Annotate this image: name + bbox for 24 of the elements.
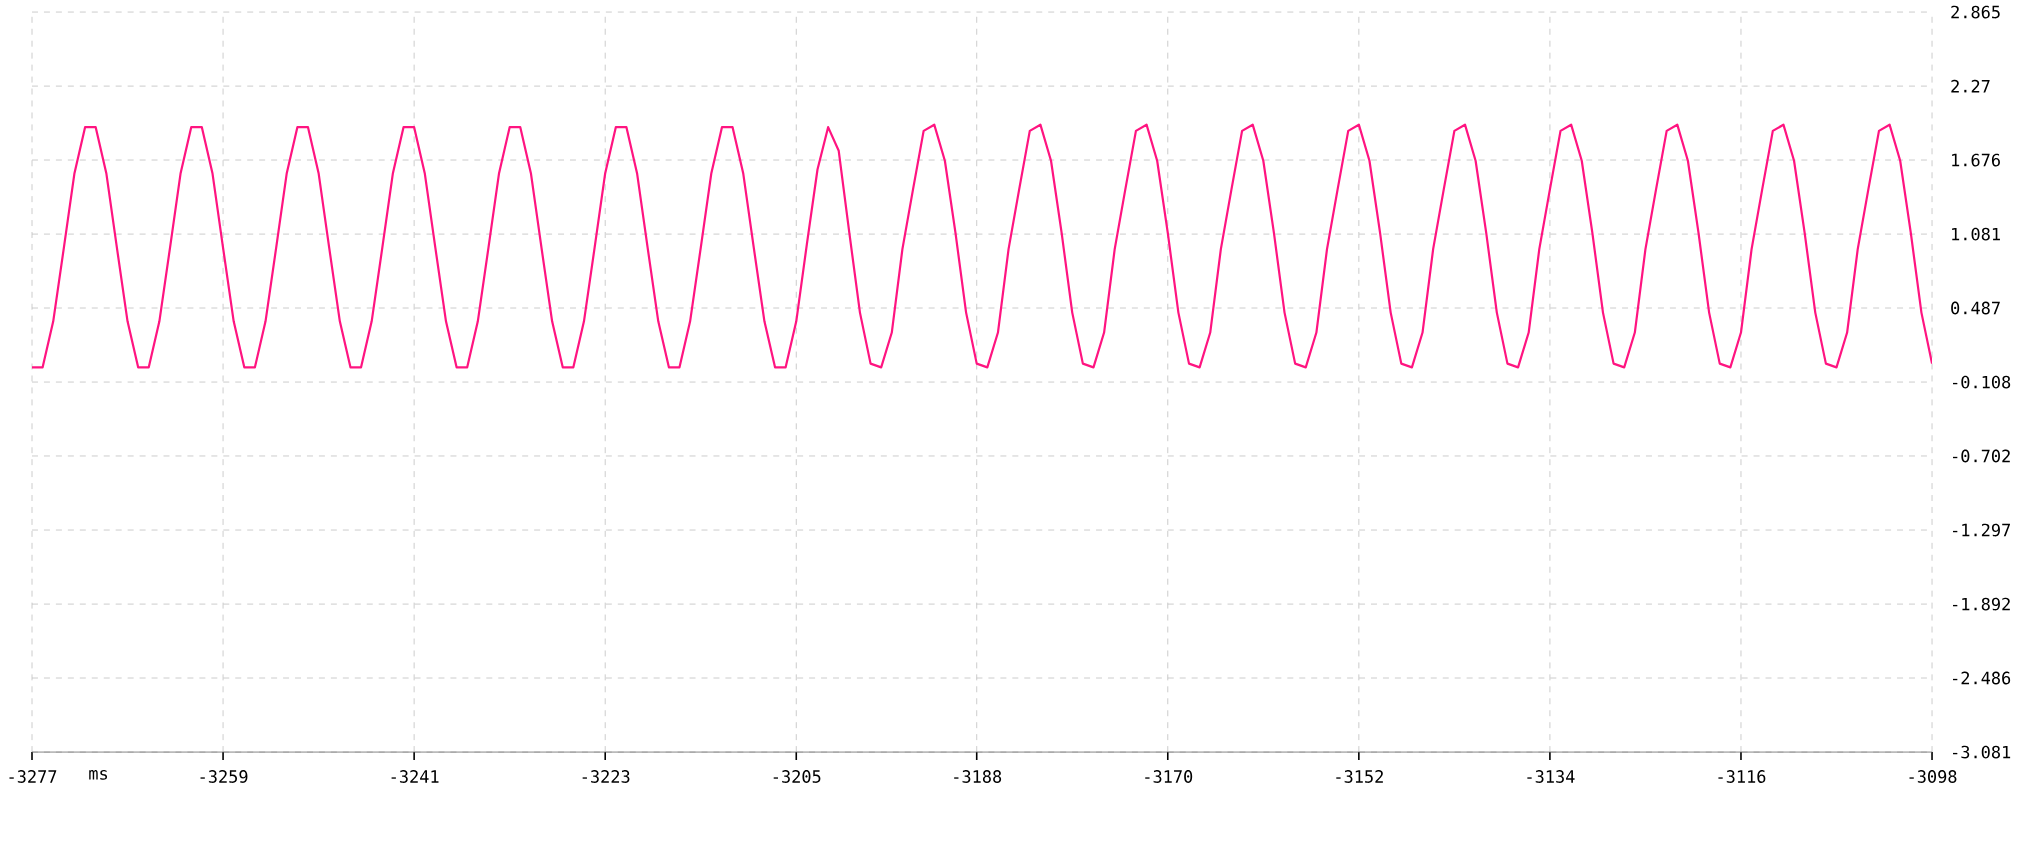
- x-tick-label: -3259: [200, 770, 248, 783]
- y-tick-label: 2.27: [1951, 79, 1990, 93]
- x-tick-label: -3170: [1145, 770, 1193, 783]
- y-tick-label: -2.486: [1953, 671, 2011, 685]
- y-tick-label: -1.892: [1953, 597, 2010, 611]
- x-tick-label: -3098: [1909, 770, 1957, 783]
- x-tick-label: -3277: [9, 770, 57, 783]
- y-tick-label: 2.865: [1951, 5, 2000, 19]
- y-tick-label: 0.487: [1951, 301, 2000, 315]
- y-tick-label: -3.081: [1953, 745, 2011, 759]
- x-tick-label: -3152: [1336, 770, 1383, 783]
- line-series: [32, 123, 1933, 369]
- y-tick-label: 1.081: [1952, 227, 2000, 241]
- y-tick-label: -1.297: [1953, 523, 2010, 537]
- x-tick-label: -3205: [773, 770, 821, 783]
- y-tick-label: -0.108: [1953, 375, 2011, 389]
- x-tick-label: -3241: [391, 770, 439, 783]
- x-tick-label: -3188: [954, 770, 1002, 783]
- y-tick-label: -0.702: [1953, 449, 2010, 463]
- y-tick-label: 1.676: [1952, 153, 2000, 167]
- x-tick-label: -3116: [1718, 770, 1766, 783]
- x-tick-label: -3134: [1527, 770, 1575, 783]
- x-axis-title: ms: [89, 770, 108, 780]
- x-tick-label: -3223: [582, 770, 630, 783]
